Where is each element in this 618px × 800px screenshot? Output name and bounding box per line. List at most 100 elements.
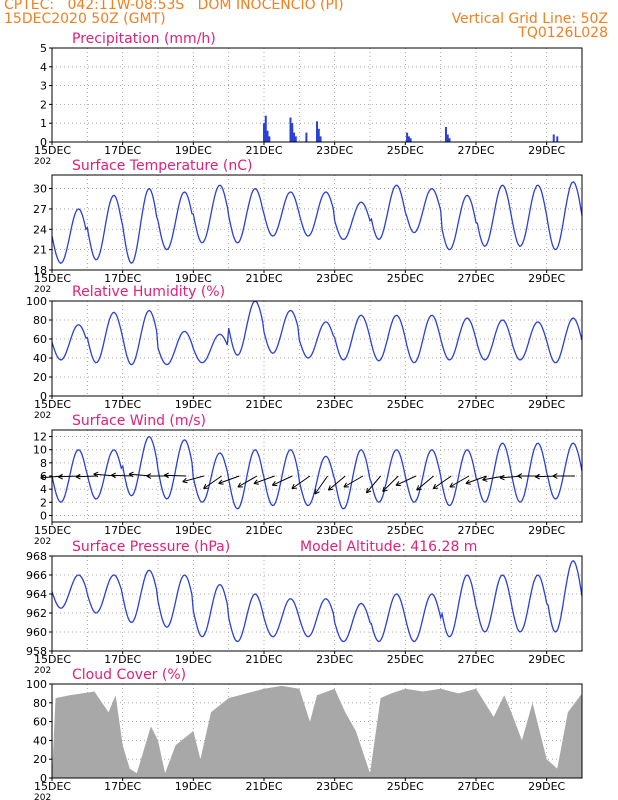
precip-bar bbox=[293, 132, 296, 142]
panel-4-ytick-label: 0 bbox=[40, 509, 47, 522]
panel-3-xtick-label: 19DEC bbox=[175, 398, 212, 411]
wind-arrow-head bbox=[465, 479, 470, 484]
wind-arrow-head bbox=[327, 485, 331, 491]
panel-6-ytick-label: 40 bbox=[33, 734, 47, 747]
header-station-line: CPTEC: 042:11W-08:53S DOM INOCENCIO (PI) bbox=[4, 0, 344, 13]
wind-arrow bbox=[272, 475, 293, 486]
precip-bar bbox=[266, 130, 269, 142]
wind-arrow-head bbox=[535, 476, 540, 480]
panel-1-frame bbox=[51, 47, 583, 143]
panel-5-title: Surface Pressure (hPa) bbox=[72, 539, 230, 555]
wind-arrow-head bbox=[291, 487, 297, 490]
wind-arrow bbox=[416, 475, 434, 491]
panel-5-ytick-label: 968 bbox=[26, 550, 47, 563]
cloud-cover-area bbox=[52, 685, 582, 778]
panel-6-xtick-label: 23DEC bbox=[316, 780, 353, 793]
precip-bar bbox=[406, 132, 409, 142]
panel-6-ytick-label: 20 bbox=[33, 753, 47, 766]
panel-3-ytick-label: 0 bbox=[40, 390, 47, 403]
panel-6-xtick-label: 17DEC bbox=[104, 780, 141, 793]
panel-4-ytick-label: 8 bbox=[40, 457, 47, 470]
panel-6-xtick-label: 27DEC bbox=[457, 780, 494, 793]
wind-arrow bbox=[111, 474, 134, 477]
wind-arrow-head bbox=[146, 475, 152, 479]
wind-arrow-head bbox=[552, 473, 558, 477]
wind-arrow-head bbox=[182, 477, 187, 483]
wind-arrow-head bbox=[314, 491, 320, 495]
wind-arrow bbox=[328, 475, 346, 491]
panel-1-xtick-label: 21DEC bbox=[245, 144, 282, 157]
wind-arrow-head bbox=[128, 473, 134, 478]
wind-arrow bbox=[218, 475, 240, 484]
panel-4-xtick-label: 23DEC bbox=[316, 524, 353, 537]
panel-5-year-stub: 202 bbox=[34, 666, 51, 676]
panel-2-frame bbox=[51, 174, 583, 271]
panel-1-xtick-label: 29DEC bbox=[528, 144, 565, 157]
wind-arrow-head bbox=[111, 474, 116, 479]
wind-arrow-head bbox=[382, 486, 385, 492]
precip-bar bbox=[268, 136, 271, 142]
wind-arrow bbox=[253, 475, 275, 484]
header-run-code: TQ0126L028 bbox=[518, 25, 608, 41]
wind-arrow-head bbox=[449, 482, 453, 488]
wind-arrow-head bbox=[517, 475, 523, 479]
panel-5-ytick-label: 960 bbox=[26, 626, 47, 639]
precip-bar bbox=[264, 115, 267, 142]
wind-arrow-head bbox=[499, 474, 505, 479]
panel-5-xtick-label: 27DEC bbox=[457, 653, 494, 666]
panel-1-ytick-label: 4 bbox=[40, 61, 47, 74]
wind-arrow bbox=[465, 475, 487, 484]
panel-1-ytick-label: 1 bbox=[40, 117, 47, 130]
wind-arrow-head bbox=[395, 480, 400, 486]
panel-2-ytick-label: 24 bbox=[33, 223, 47, 236]
wind-arrow bbox=[432, 475, 452, 490]
panel-1-year-stub: 202 bbox=[34, 157, 51, 167]
wind-arrow-head bbox=[182, 481, 188, 484]
panel-3-xtick-label: 21DEC bbox=[245, 398, 282, 411]
wind-arrow-head bbox=[40, 474, 46, 479]
panel-1-ytick-label: 3 bbox=[40, 80, 47, 93]
precip-bar bbox=[444, 126, 447, 142]
panel-2-xtick-label: 19DEC bbox=[175, 272, 212, 285]
panel-4-ytick-label: 2 bbox=[40, 496, 47, 509]
wind-arrow-head bbox=[314, 488, 317, 495]
panel-5-ytick-label: 958 bbox=[26, 645, 47, 658]
panel-1-xtick-label: 25DEC bbox=[387, 144, 424, 157]
panel-3-xtick-label: 15DEC bbox=[34, 398, 71, 411]
panel-3-ytick-label: 100 bbox=[26, 295, 47, 308]
wind-arrow-head bbox=[203, 483, 207, 489]
panel-4-xtick-label: 25DEC bbox=[387, 524, 424, 537]
panel-2-ytick-label: 27 bbox=[33, 203, 47, 216]
panel-4-series-line bbox=[51, 435, 583, 510]
precip-bar bbox=[319, 136, 322, 142]
wind-arrow-head bbox=[93, 471, 99, 475]
wind-arrow-head bbox=[271, 480, 276, 486]
panel-6-xtick-label: 15DEC bbox=[34, 780, 71, 793]
panel-3-ytick-label: 60 bbox=[33, 333, 47, 346]
panel-4-year-stub: 202 bbox=[34, 537, 51, 547]
wind-arrow bbox=[164, 474, 187, 477]
panel-4-ytick-label: 6 bbox=[40, 470, 47, 483]
wind-arrow-head bbox=[253, 479, 258, 484]
panel-3-xtick-label: 17DEC bbox=[104, 398, 141, 411]
precip-bar bbox=[263, 123, 265, 142]
wind-arrow-head bbox=[291, 483, 295, 489]
panel-3-year-stub: 202 bbox=[34, 411, 51, 421]
panel-6-xtick-label: 29DEC bbox=[528, 780, 565, 793]
wind-arrow-head bbox=[75, 476, 81, 480]
panel-5-xtick-label: 23DEC bbox=[316, 653, 353, 666]
panel-1-title: Precipitation (mm/h) bbox=[72, 31, 216, 47]
wind-arrow bbox=[343, 475, 364, 488]
panel-2-ytick-label: 21 bbox=[33, 244, 47, 257]
wind-arrow-head bbox=[433, 487, 439, 490]
panel-6-ytick-label: 60 bbox=[33, 716, 47, 729]
panel-3-ytick-label: 20 bbox=[33, 371, 47, 384]
panel-5-xtick-label: 19DEC bbox=[175, 653, 212, 666]
wind-arrow-head bbox=[237, 482, 241, 488]
panel-5-frame bbox=[51, 555, 583, 652]
panel-2-xtick-label: 17DEC bbox=[104, 272, 141, 285]
panel-6-xtick-label: 25DEC bbox=[387, 780, 424, 793]
wind-arrow-head bbox=[111, 472, 116, 476]
precip-bar bbox=[446, 134, 449, 142]
panel-6-title: Cloud Cover (%) bbox=[72, 667, 186, 683]
